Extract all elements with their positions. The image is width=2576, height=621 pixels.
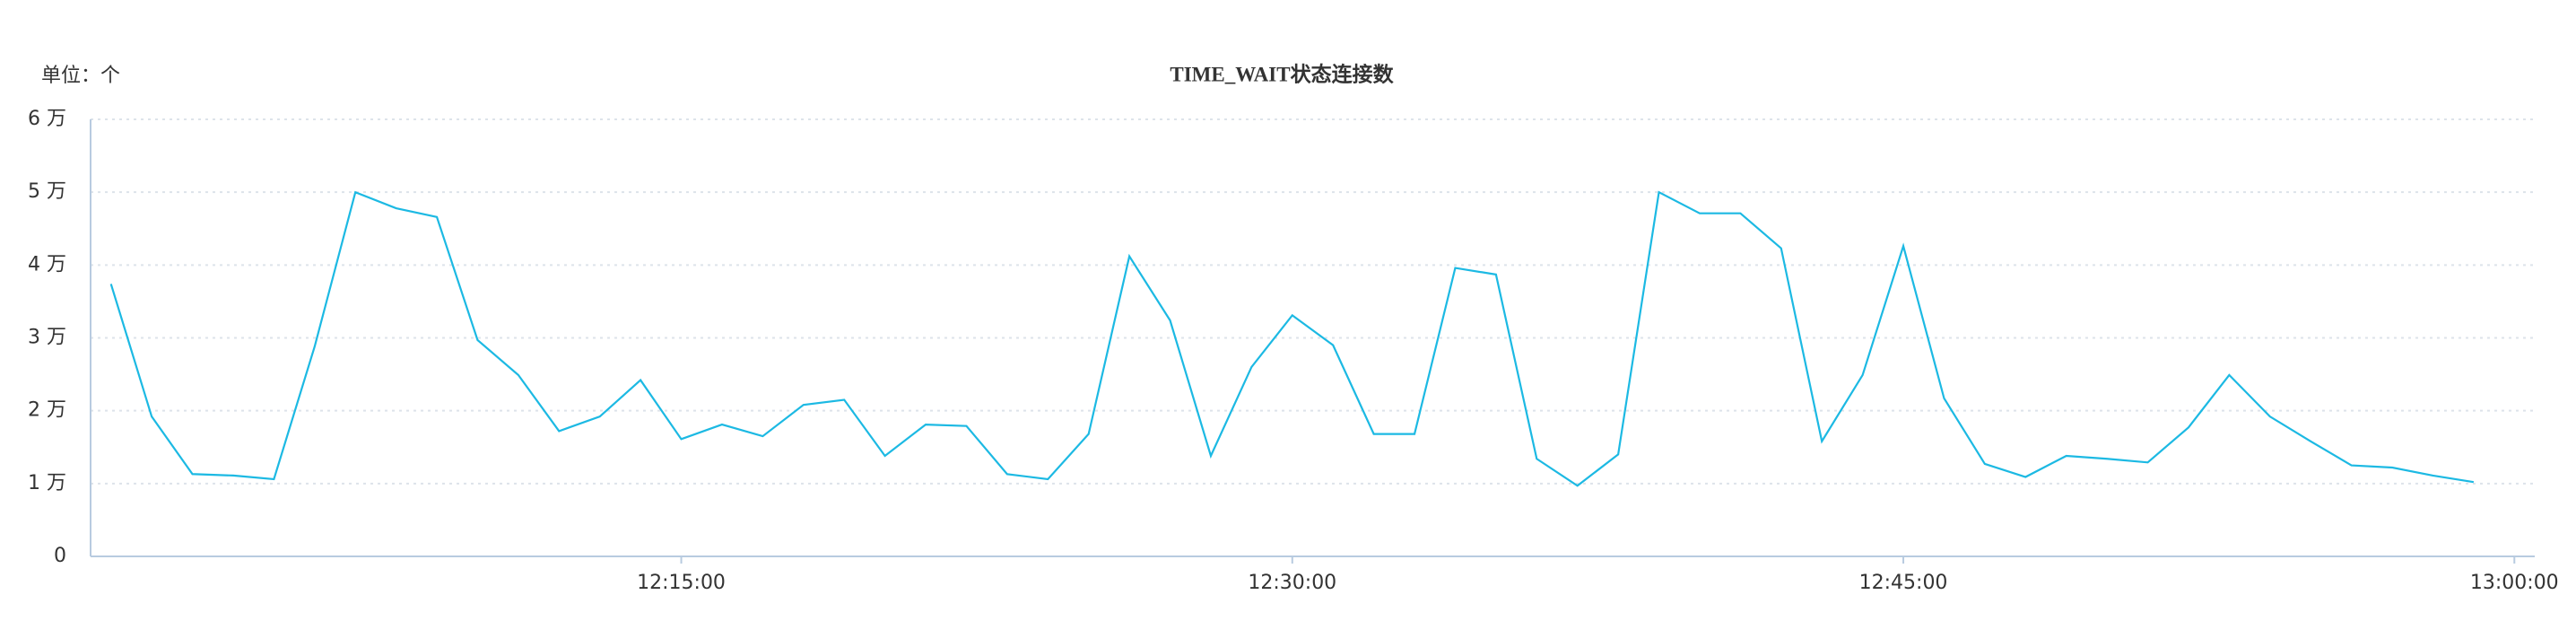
y-tick-label: 0 bbox=[54, 545, 66, 567]
y-tick-label: 6 万 bbox=[28, 108, 66, 130]
chart-title: TIME_WAIT状态连接数 bbox=[1170, 62, 1394, 85]
x-tick-label: 12:45:00 bbox=[1859, 572, 1948, 594]
y-tick-label: 4 万 bbox=[28, 253, 66, 276]
y-tick-label: 3 万 bbox=[28, 327, 66, 349]
unit-label: 单位：个 bbox=[41, 65, 120, 87]
x-tick-label: 12:30:00 bbox=[1248, 572, 1336, 594]
data-line bbox=[109, 190, 2475, 487]
y-tick-label: 1 万 bbox=[28, 472, 66, 494]
y-tick-label: 2 万 bbox=[28, 399, 66, 422]
x-tick-label: 13:00:00 bbox=[2470, 572, 2559, 594]
x-tick-label: 12:15:00 bbox=[637, 572, 726, 594]
y-tick-label: 5 万 bbox=[28, 180, 66, 203]
